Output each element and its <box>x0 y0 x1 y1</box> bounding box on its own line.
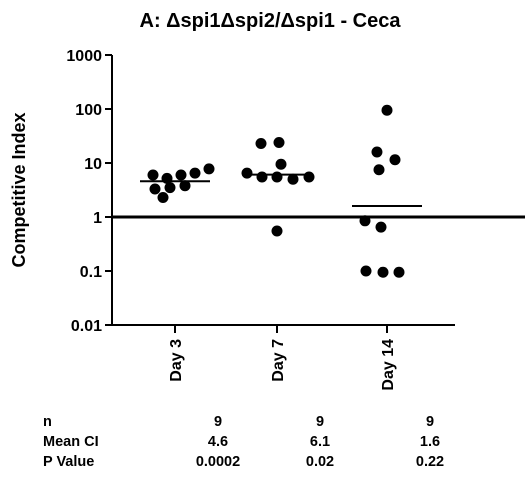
stats-n-day3: 9 <box>213 414 223 430</box>
data-point <box>375 221 387 233</box>
y-tick-label-4: 100 <box>75 102 102 119</box>
y-tick-label-5: 1000 <box>66 48 102 65</box>
data-point <box>377 266 389 278</box>
stats-mean-ci-day7: 6.1 <box>309 434 331 450</box>
x-tick-label-0: Day 3 <box>168 339 185 382</box>
data-point <box>359 215 371 227</box>
data-point <box>179 180 191 192</box>
y-tick-label-2: 1 <box>93 210 102 227</box>
data-point <box>203 163 215 175</box>
data-point <box>389 154 401 166</box>
stats-mean-ci-day14: 1.6 <box>419 434 441 450</box>
data-point <box>381 104 393 116</box>
data-point <box>371 146 383 158</box>
data-point <box>189 167 201 179</box>
stats-p-value-day7: 0.02 <box>305 454 335 470</box>
y-tick-label-3: 10 <box>84 156 102 173</box>
data-point <box>271 225 283 237</box>
data-point <box>275 158 287 170</box>
stats-p-value-day14: 0.22 <box>415 454 445 470</box>
data-point <box>255 137 267 149</box>
data-point <box>157 191 169 203</box>
data-point <box>256 171 268 183</box>
data-point <box>175 169 187 181</box>
data-point <box>360 265 372 277</box>
y-tick-label-0: 0.01 <box>71 318 102 335</box>
stats-n-day14: 9 <box>425 414 435 430</box>
stats-mean-ci-day3: 4.6 <box>207 434 229 450</box>
x-tick-label-1: Day 7 <box>270 339 287 382</box>
y-axis-label: Competitive Index <box>9 112 29 267</box>
data-point <box>147 169 159 181</box>
data-point <box>373 164 385 176</box>
stats-p-value-day3: 0.0002 <box>195 454 241 470</box>
data-point <box>287 173 299 185</box>
x-tick-label-2: Day 14 <box>380 339 397 391</box>
stats-label-p-value: P Value <box>43 454 95 470</box>
data-point <box>149 183 161 195</box>
data-point <box>271 171 283 183</box>
stats-label-mean-ci: Mean CI <box>43 434 99 450</box>
data-point <box>393 266 405 278</box>
data-point <box>273 136 285 148</box>
y-tick-label-1: 0.1 <box>80 264 102 281</box>
data-point <box>241 167 253 179</box>
stats-label-n: n <box>43 414 52 430</box>
chart-title: A: Δspi1Δspi2/Δspi1 - Ceca <box>140 10 402 32</box>
data-point <box>164 182 176 194</box>
stats-n-day7: 9 <box>315 414 325 430</box>
data-point <box>303 171 315 183</box>
